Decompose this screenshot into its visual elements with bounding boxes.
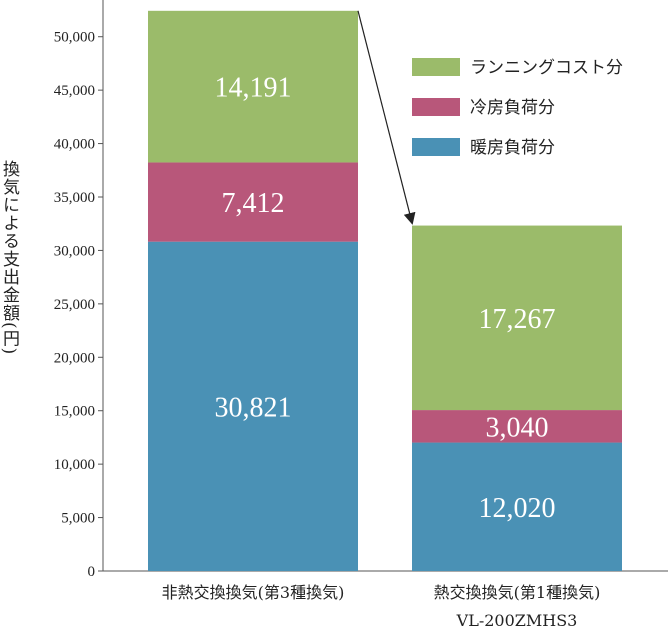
- bar-segment: [148, 10, 358, 163]
- legend-label: 冷房負荷分: [470, 98, 555, 118]
- bar-value-label: 12,020: [479, 493, 556, 524]
- bar-segment: [148, 241, 358, 572]
- category-labels: 非熱交換換気(第3種換気) 熱交換換気(第1種換気) VL-200ZMHS3: [162, 583, 601, 630]
- bar-segment: [412, 410, 622, 443]
- bar-value-label: 14,191: [215, 73, 292, 104]
- legend-label: 暖房負荷分: [470, 138, 555, 158]
- y-tick-label: 15,000: [54, 404, 95, 420]
- y-tick-label: 0: [88, 564, 96, 580]
- y-tick-label: 5,000: [61, 511, 95, 527]
- y-tick-label: 45,000: [54, 83, 95, 99]
- y-tick-label: 50,000: [54, 30, 95, 46]
- annotation-arrow: [357, 10, 416, 225]
- bar-segment: [412, 225, 622, 411]
- bar-value-label: 30,821: [215, 392, 292, 423]
- legend-swatch: [412, 138, 460, 156]
- category-label: VL-200ZMHS3: [456, 611, 578, 630]
- bar-segment: [412, 442, 622, 571]
- y-tick-label: 10,000: [54, 457, 95, 473]
- legend-swatch: [412, 98, 460, 116]
- bar-value-label: 17,267: [479, 304, 556, 335]
- y-tick-label: 20,000: [54, 350, 95, 366]
- category-label: 非熱交換換気(第3種換気): [162, 583, 345, 602]
- legend-swatch: [412, 58, 460, 76]
- arrow-line: [357, 10, 416, 225]
- y-tick-label: 25,000: [54, 297, 95, 313]
- legend-label: ランニングコスト分: [470, 58, 623, 78]
- axes: 0 5,000 10,000 15,000 20,000 25,000 30,000 35,0…: [54, 0, 668, 580]
- y-tick-label: 30,000: [54, 243, 95, 259]
- y-tick-label: 40,000: [54, 137, 95, 153]
- data-labels: 30,821 7,412 14,191 12,020 3,040 17,267: [215, 73, 556, 524]
- y-tick-label: 35,000: [54, 190, 95, 206]
- bars: [148, 10, 622, 572]
- category-label: 熱交換換気(第1種換気): [434, 583, 601, 602]
- y-axis-label: 換気による支出金額(円): [0, 160, 19, 356]
- bar-value-label: 3,040: [486, 412, 549, 443]
- bar-value-label: 7,412: [222, 188, 285, 219]
- bar-segment: [148, 162, 358, 242]
